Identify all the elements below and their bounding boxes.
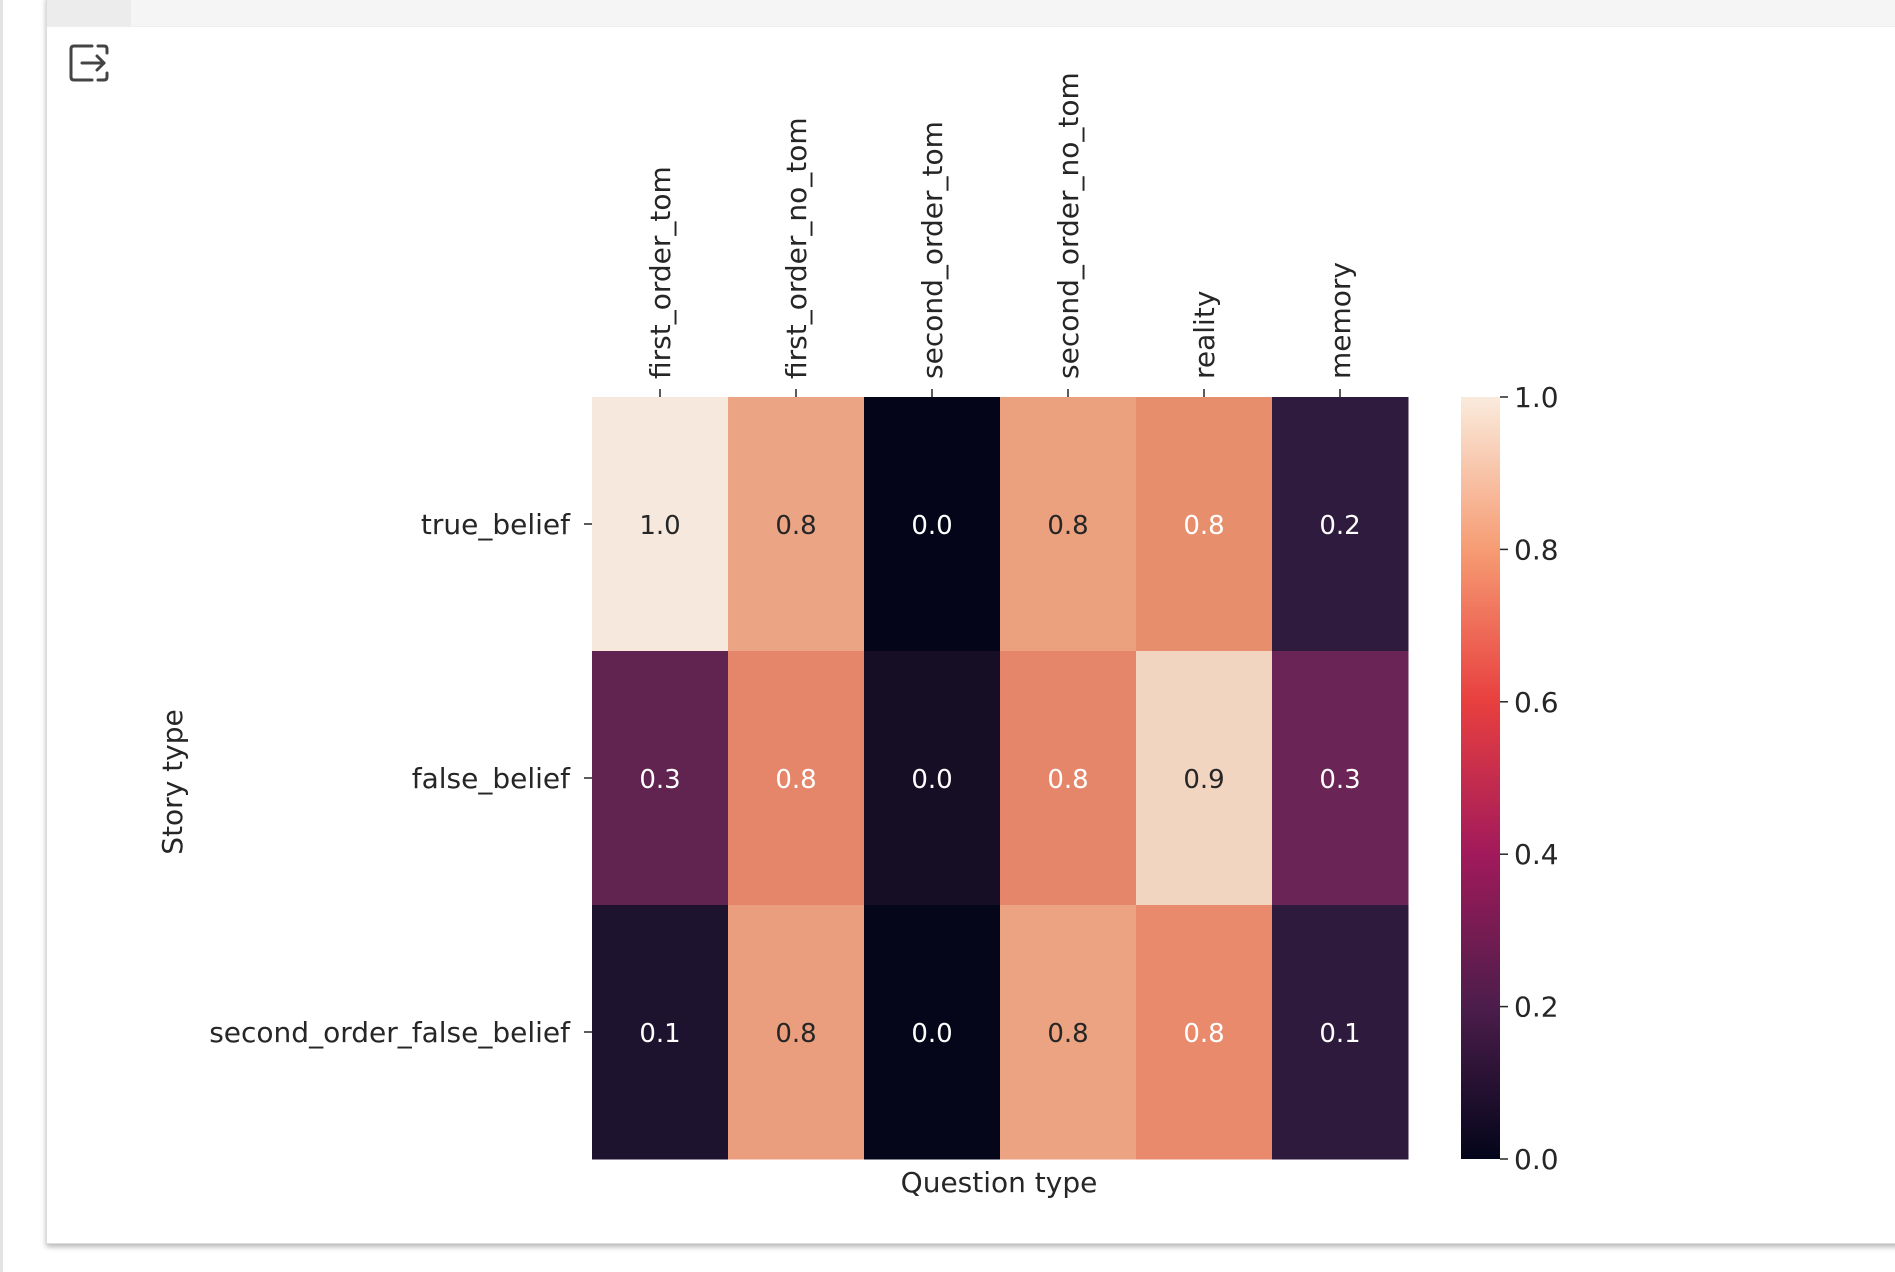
- cell-value-label: 0.0: [911, 1019, 952, 1049]
- heatmap-cell: [1136, 651, 1273, 906]
- cell-value-label: 0.2: [1319, 511, 1360, 541]
- cell-gutter-tab: [47, 0, 131, 26]
- heatmap-cell: [1272, 397, 1409, 652]
- cell-value-label: 0.3: [639, 765, 680, 795]
- x-tick-label: second_order_no_tom: [1052, 72, 1085, 379]
- y-tick-label: second_order_false_belief: [209, 1016, 571, 1049]
- heatmap-cell: [1000, 905, 1137, 1160]
- x-tick-label: second_order_tom: [916, 121, 949, 379]
- cell-value-label: 0.8: [1183, 1019, 1224, 1049]
- heatmap-cell: [1136, 905, 1273, 1160]
- x-tick-label: reality: [1188, 291, 1221, 379]
- cell-value-label: 0.8: [1183, 511, 1224, 541]
- x-tick-label: memory: [1324, 262, 1357, 379]
- heatmap-cell: [592, 905, 729, 1160]
- x-tick-label: first_order_tom: [644, 166, 677, 379]
- heatmap-cell: [864, 905, 1001, 1160]
- colorbar-tick-label: 0.2: [1514, 991, 1559, 1024]
- y-tick-label: true_belief: [421, 508, 571, 541]
- colorbar: 0.0 0.2 0.4 0.6 0.8 1.0: [1461, 381, 1559, 1176]
- heatmap-cell: [1000, 651, 1137, 906]
- y-tick-label: false_belief: [412, 762, 571, 795]
- heatmap-cell: [728, 651, 865, 906]
- cell-value-label: 0.1: [639, 1019, 680, 1049]
- cell-value-label: 0.8: [775, 765, 816, 795]
- x-axis-ticks: first_order_tom first_order_no_tom second_…: [644, 72, 1357, 397]
- y-axis-label: Story type: [156, 709, 189, 854]
- colorbar-tick-label: 0.4: [1514, 838, 1559, 871]
- page-left-edge: [0, 0, 3, 1272]
- output-redirect-icon-glyph: [69, 44, 109, 82]
- x-axis-label: Question type: [901, 1166, 1098, 1199]
- output-redirect-icon[interactable]: [66, 40, 114, 86]
- heatmap-cell: [864, 651, 1001, 906]
- cell-value-label: 0.1: [1319, 1019, 1360, 1049]
- x-tick-label: first_order_no_tom: [780, 117, 813, 379]
- heatmap-cell: [592, 651, 729, 906]
- cell-value-label: 0.9: [1183, 765, 1224, 795]
- cell-value-label: 0.0: [911, 765, 952, 795]
- heatmap-cell: [1272, 905, 1409, 1160]
- colorbar-gradient: [1461, 397, 1500, 1159]
- cell-value-label: 0.8: [775, 1019, 816, 1049]
- cell-value-label: 0.0: [911, 511, 952, 541]
- heatmap-cell: [592, 397, 729, 652]
- heatmap-cell-labels: 1.0 0.8 0.0 0.8 0.8 0.2 0.3 0.8 0.0 0.8 0.9 0.3 0.1 0…: [639, 511, 1360, 1049]
- colorbar-tick-label: 1.0: [1514, 381, 1559, 414]
- cell-value-label: 1.0: [639, 511, 680, 541]
- cell-toolbar-strip: [47, 0, 1895, 27]
- colorbar-tick-label: 0.6: [1514, 686, 1559, 719]
- heatmap-cell: [864, 397, 1001, 652]
- heatmap-cell: [728, 905, 865, 1160]
- y-axis-ticks: true_belief false_belief second_order_fals…: [209, 508, 592, 1049]
- cell-value-label: 0.8: [1047, 1019, 1088, 1049]
- cell-value-label: 0.3: [1319, 765, 1360, 795]
- cell-value-label: 0.8: [1047, 765, 1088, 795]
- colorbar-tick-label: 0.8: [1514, 533, 1559, 566]
- heatmap-cell: [1136, 397, 1273, 652]
- cell-value-label: 0.8: [1047, 511, 1088, 541]
- heatmap-cell: [1000, 397, 1137, 652]
- cell-value-label: 0.8: [775, 511, 816, 541]
- heatmap-cell: [728, 397, 865, 652]
- colorbar-tick-label: 0.0: [1514, 1143, 1559, 1176]
- heatmap-cell: [1272, 651, 1409, 906]
- heatmap-cells: [592, 397, 1409, 1160]
